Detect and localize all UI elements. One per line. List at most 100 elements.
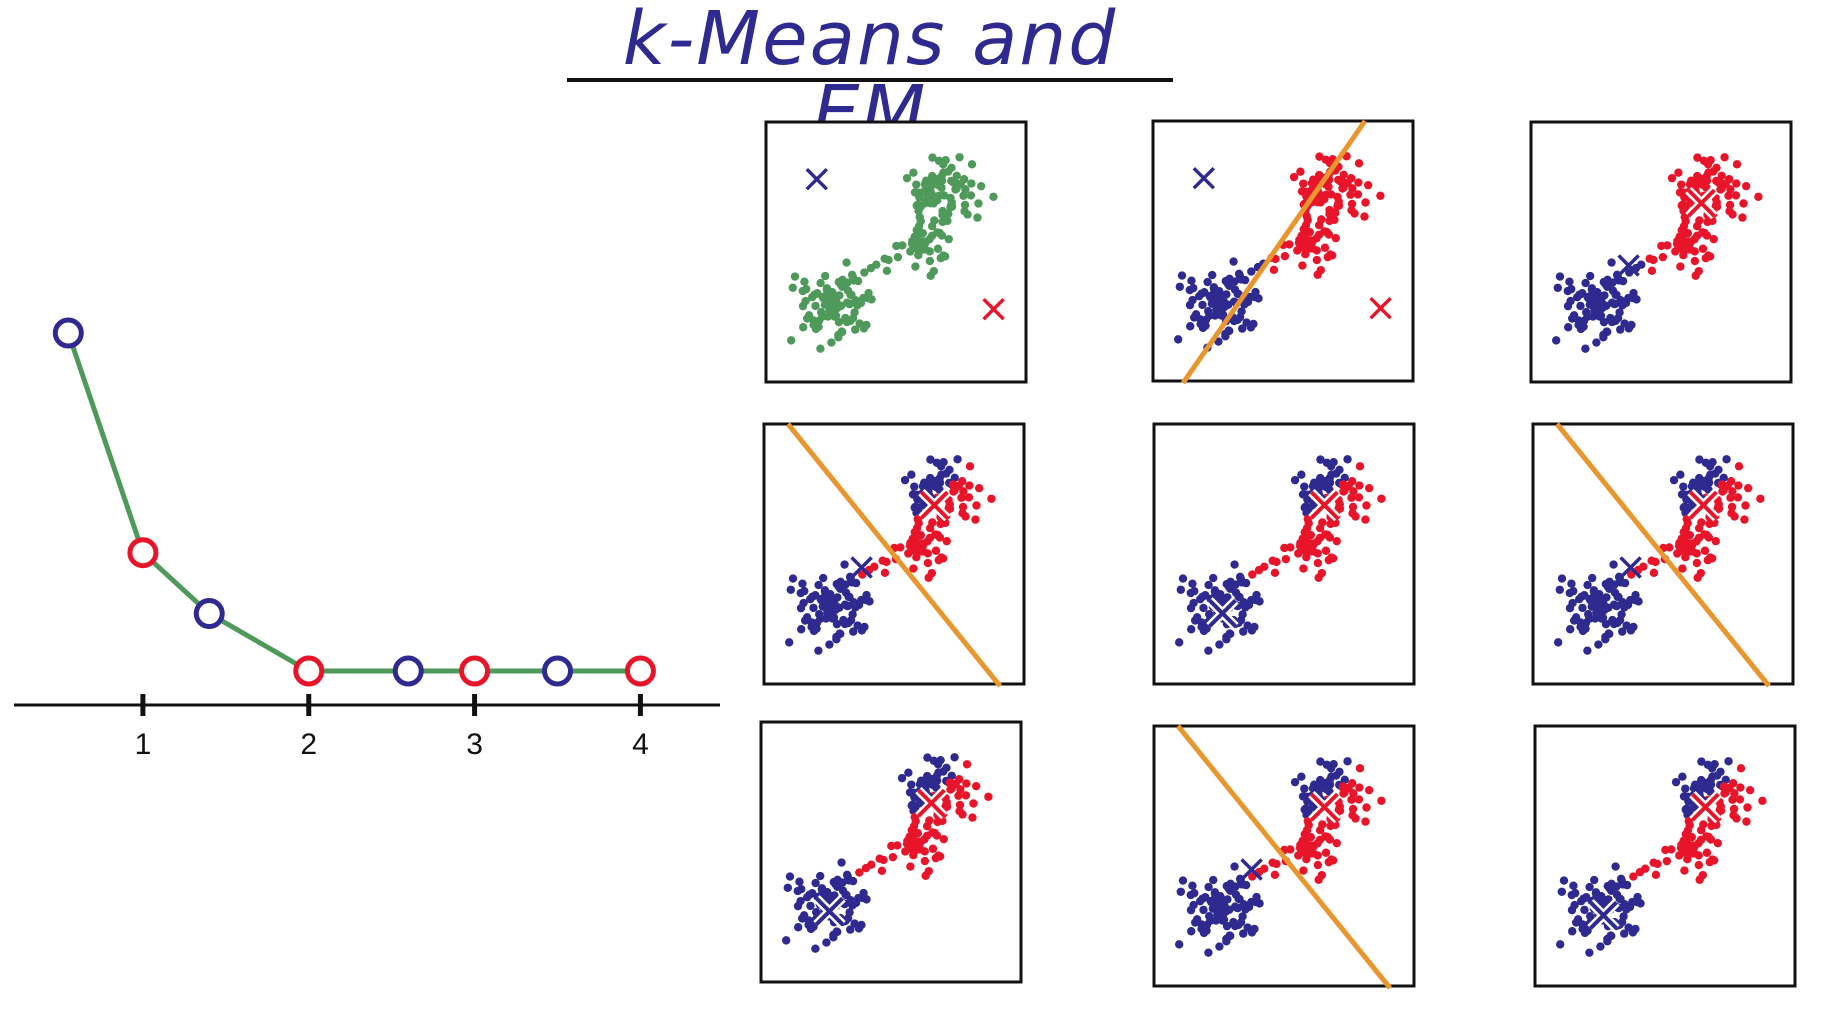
data-point: [1254, 294, 1263, 303]
data-point: [1210, 888, 1220, 897]
data-point: [1615, 308, 1624, 317]
data-point: [1732, 179, 1741, 188]
data-point: [1377, 494, 1386, 503]
data-point: [864, 288, 873, 298]
data-point: [961, 791, 971, 800]
data-point: [1557, 574, 1567, 583]
data-point: [1555, 272, 1565, 281]
x-tick-label: 3: [466, 728, 483, 761]
data-point: [1202, 624, 1211, 633]
data-point: [1204, 882, 1213, 892]
data-point: [1594, 298, 1604, 307]
data-point: [1229, 257, 1238, 266]
data-point: [1216, 297, 1226, 306]
data-point: [839, 615, 848, 625]
data-point: [784, 638, 794, 647]
cluster-panel-assign-2: [762, 422, 1026, 688]
data-point: [1354, 178, 1363, 187]
data-point: [1315, 170, 1324, 180]
cluster-panel-update-3: [759, 720, 1023, 984]
cluster-panels-grid: [759, 119, 1797, 990]
data-point: [939, 834, 948, 844]
data-point: [810, 290, 819, 299]
data-point: [1690, 256, 1700, 266]
data-point: [1249, 319, 1258, 329]
data-point: [1255, 899, 1264, 908]
data-point: [1316, 473, 1325, 483]
data-point: [1186, 588, 1195, 598]
data-point: [1679, 245, 1689, 255]
data-point: [1726, 493, 1735, 502]
data-point: [1239, 598, 1248, 607]
data-point: [809, 603, 818, 613]
data-point: [902, 173, 912, 183]
data-point: [1322, 760, 1332, 770]
data-point: [1210, 586, 1220, 595]
data-point: [1583, 580, 1592, 590]
data-point: [907, 780, 916, 789]
data-point: [1589, 586, 1599, 595]
data-point: [815, 871, 825, 881]
data-point: [1622, 880, 1632, 890]
data-point: [1347, 779, 1357, 788]
data-point: [950, 482, 959, 491]
data-point: [865, 597, 874, 606]
data-point: [841, 313, 850, 323]
data-point: [1351, 814, 1360, 823]
data-point: [1206, 896, 1215, 906]
data-point: [842, 258, 851, 267]
data-point: [1607, 258, 1616, 267]
data-point: [950, 473, 959, 483]
data-point: [1294, 238, 1304, 248]
data-point: [797, 914, 807, 923]
data-point: [1255, 597, 1264, 606]
data-point: [851, 296, 860, 305]
data-point: [1756, 494, 1765, 503]
data-point: [933, 196, 942, 205]
data-point: [829, 613, 839, 622]
data-point: [906, 247, 915, 256]
data-point: [1348, 502, 1358, 512]
data-point: [1620, 578, 1630, 588]
data-point: [829, 298, 839, 307]
data-point: [1674, 541, 1684, 551]
data-point: [974, 199, 983, 208]
data-point: [1302, 826, 1312, 835]
data-point: [1596, 311, 1606, 320]
data-point: [1329, 759, 1338, 769]
data-point: [1717, 171, 1726, 181]
data-point: [911, 262, 920, 271]
data-point: [1608, 615, 1617, 625]
cluster-panel-assign-1: [1151, 119, 1415, 385]
data-point: [1627, 320, 1636, 330]
data-point: [1347, 199, 1357, 209]
data-point: [1294, 851, 1303, 860]
data-point: [1208, 875, 1218, 885]
data-point: [1177, 271, 1187, 280]
x-tick-label: 2: [300, 728, 317, 761]
data-point: [1722, 455, 1731, 464]
data-point: [1569, 616, 1579, 625]
data-point: [1355, 481, 1364, 490]
data-point: [790, 272, 800, 281]
data-point: [913, 495, 922, 504]
data-point: [1671, 247, 1680, 256]
data-point: [798, 579, 807, 588]
data-point: [1348, 804, 1358, 814]
data-point: [1564, 323, 1573, 332]
data-point: [788, 574, 798, 583]
cluster-panel-init: [764, 120, 1028, 384]
data-point-marker: [392, 655, 424, 687]
data-point: [966, 191, 976, 200]
data-point: [1312, 246, 1321, 255]
data-point: [1571, 918, 1581, 927]
data-point: [1714, 465, 1723, 474]
data-point: [1303, 797, 1312, 806]
data-point: [1360, 212, 1369, 221]
data-point: [836, 280, 845, 289]
data-point: [952, 180, 961, 189]
data-point: [1731, 191, 1741, 200]
red-centroid-marker: [1309, 792, 1339, 822]
data-point: [1313, 851, 1322, 860]
